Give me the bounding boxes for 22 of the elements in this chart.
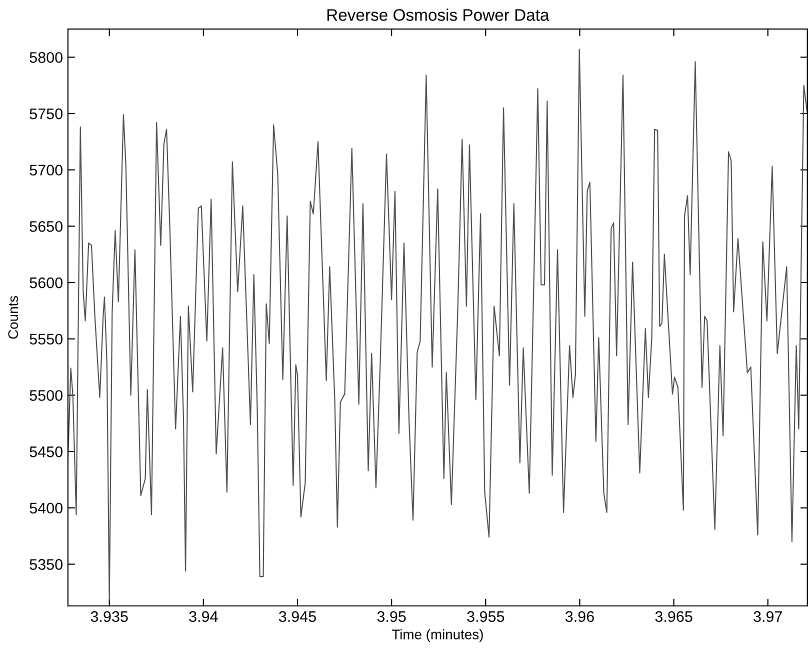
y-tick-label: 5350: [30, 559, 62, 570]
x-tick-label: 3.965: [655, 611, 692, 622]
y-tick-label: 5700: [30, 164, 62, 176]
line-series: [68, 48, 808, 601]
y-axis-title: Counts: [8, 296, 18, 339]
y-tick-label: 5500: [30, 390, 62, 401]
y-tick-label: 5650: [30, 221, 62, 232]
y-tick-label: 5450: [30, 446, 62, 458]
x-axis-title: Time (minutes): [392, 629, 483, 642]
y-tick-label: 5400: [30, 502, 62, 514]
y-tick-label: 5750: [30, 108, 62, 120]
y-tick-label: 5600: [30, 277, 62, 288]
x-tick-label: 3.945: [278, 611, 316, 622]
x-tick-label: 3.97: [754, 611, 782, 622]
x-tick-label: 3.94: [189, 611, 218, 622]
x-tick-label: 3.955: [467, 611, 504, 622]
y-tick-label: 5800: [30, 52, 62, 63]
y-tick-label: 5550: [30, 334, 62, 345]
chart-title: Reverse Osmosis Power Data: [327, 8, 550, 21]
x-tick-label: 3.96: [565, 611, 594, 622]
x-tick-label: 3.95: [377, 611, 406, 622]
x-tick-label: 3.935: [90, 611, 128, 622]
